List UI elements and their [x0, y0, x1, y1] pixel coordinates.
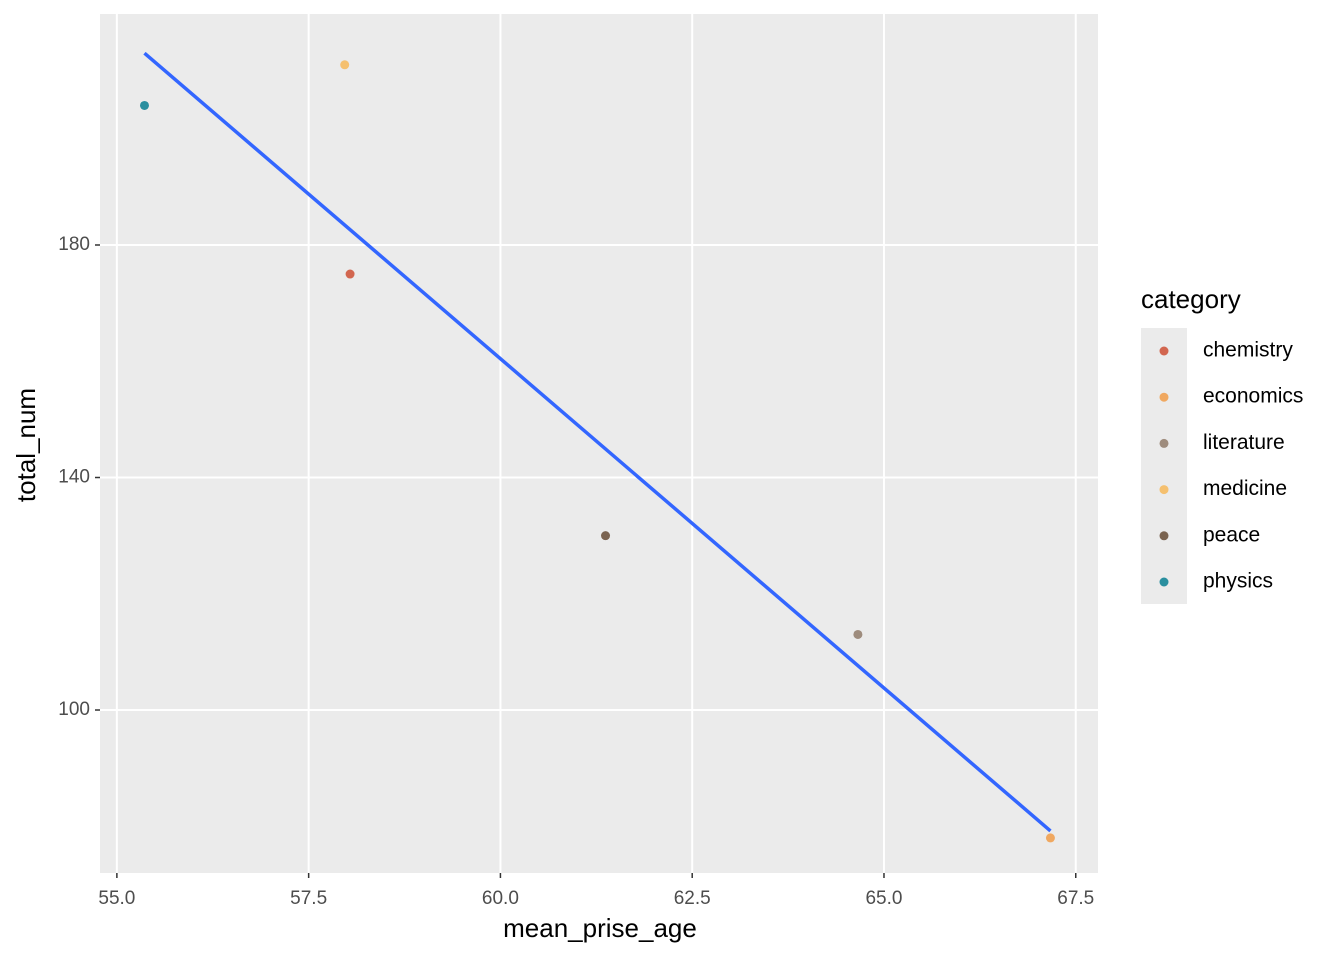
x-axis-title: mean_prise_age — [503, 913, 697, 943]
trend-line — [143, 51, 1052, 833]
legend-key — [1159, 485, 1169, 495]
y-tick-label: 100 — [58, 699, 90, 720]
x-tick-label: 67.5 — [1057, 888, 1094, 909]
x-tick-label: 57.5 — [290, 888, 327, 909]
legend-key — [1159, 438, 1169, 448]
x-tick-label: 60.0 — [482, 888, 519, 909]
y-tick-label: 140 — [58, 467, 90, 488]
point — [345, 269, 355, 279]
legend-label: peace — [1203, 523, 1260, 546]
y-tick-label: 180 — [58, 234, 90, 255]
point — [853, 629, 863, 639]
legend-label: economics — [1203, 385, 1303, 408]
legend-label: physics — [1203, 570, 1273, 593]
legend-label: medicine — [1203, 477, 1287, 500]
legend-label: literature — [1203, 431, 1285, 454]
point — [139, 100, 149, 110]
legend-key — [1159, 392, 1169, 402]
x-tick-label: 55.0 — [98, 888, 135, 909]
legend-title: category — [1141, 284, 1241, 314]
legend-key-background — [1141, 328, 1187, 604]
y-axis-title: total_num — [11, 388, 41, 502]
legend-key — [1159, 346, 1169, 356]
legend-label: chemistry — [1203, 339, 1293, 362]
point — [340, 60, 350, 70]
point — [601, 531, 611, 541]
x-tick-label: 65.0 — [865, 888, 902, 909]
legend-key — [1159, 577, 1169, 587]
legend-key — [1159, 531, 1169, 541]
point — [1045, 833, 1055, 843]
x-tick-label: 62.5 — [674, 888, 711, 909]
